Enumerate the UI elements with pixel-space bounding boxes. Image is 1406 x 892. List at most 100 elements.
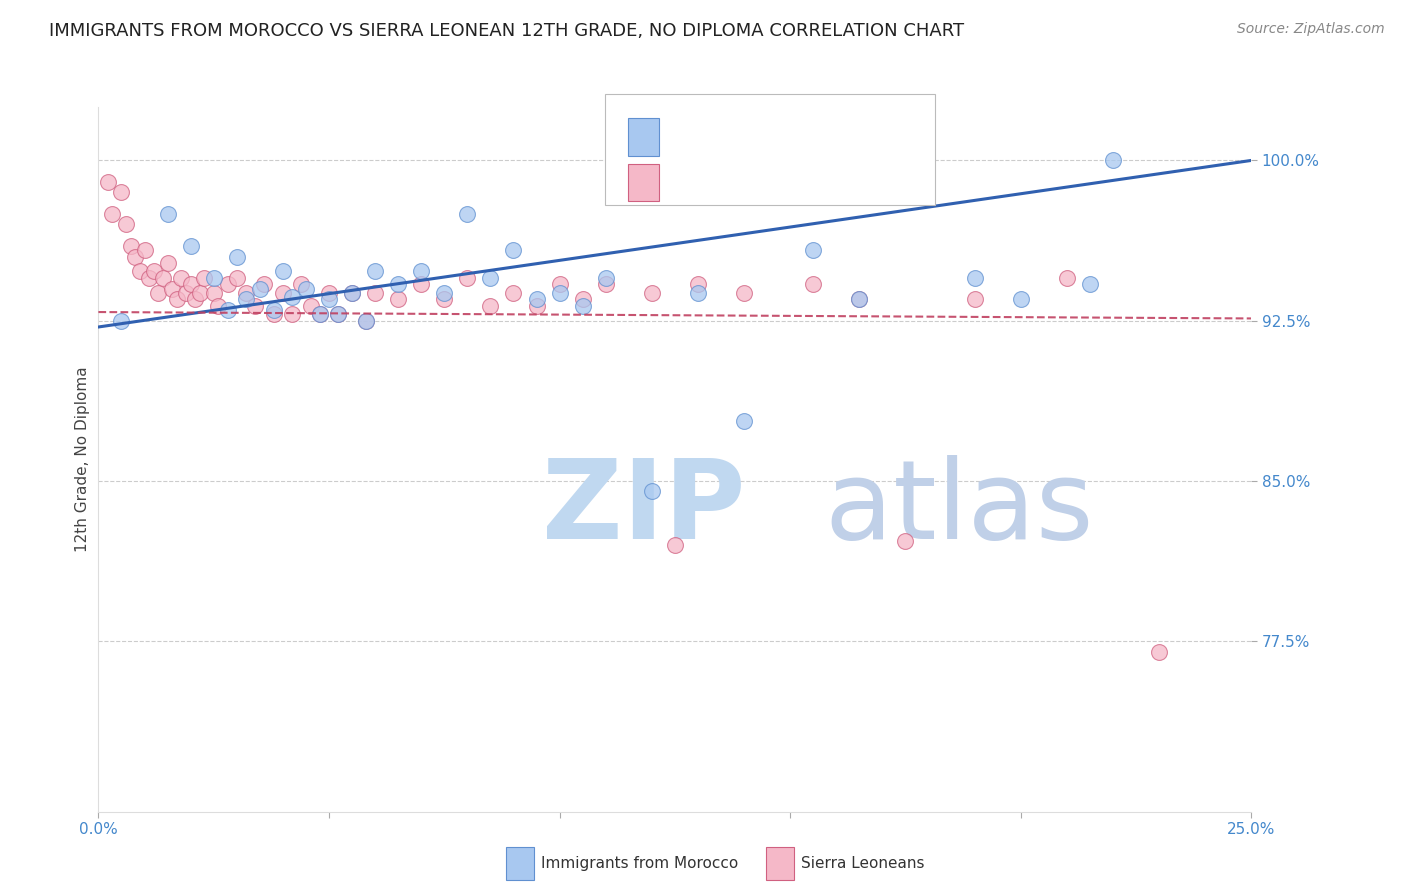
- Point: [1102, 153, 1125, 168]
- Point: [641, 484, 664, 499]
- Point: [848, 292, 870, 306]
- Point: [271, 264, 294, 278]
- Point: [963, 292, 986, 306]
- Text: Sierra Leoneans: Sierra Leoneans: [801, 856, 925, 871]
- Point: [433, 292, 456, 306]
- Point: [174, 285, 197, 300]
- Point: [148, 285, 170, 300]
- Text: R = -0.008   N = 59: R = -0.008 N = 59: [671, 173, 860, 191]
- Point: [235, 292, 257, 306]
- Point: [571, 292, 593, 306]
- Point: [387, 277, 409, 292]
- Point: [664, 538, 686, 552]
- Point: [548, 285, 571, 300]
- Point: [340, 285, 363, 300]
- Text: Source: ZipAtlas.com: Source: ZipAtlas.com: [1237, 22, 1385, 37]
- Point: [170, 271, 193, 285]
- Point: [571, 299, 593, 313]
- Point: [120, 239, 142, 253]
- Point: [299, 299, 322, 313]
- Point: [848, 292, 870, 306]
- Point: [124, 250, 146, 264]
- Point: [502, 285, 524, 300]
- Point: [894, 533, 917, 548]
- Y-axis label: 12th Grade, No Diploma: 12th Grade, No Diploma: [75, 367, 90, 552]
- Text: IMMIGRANTS FROM MOROCCO VS SIERRA LEONEAN 12TH GRADE, NO DIPLOMA CORRELATION CHA: IMMIGRANTS FROM MOROCCO VS SIERRA LEONEA…: [49, 22, 965, 40]
- Point: [479, 299, 502, 313]
- Point: [479, 271, 502, 285]
- Point: [801, 243, 824, 257]
- Point: [340, 285, 363, 300]
- Point: [225, 250, 247, 264]
- Point: [202, 271, 225, 285]
- Point: [142, 264, 165, 278]
- Point: [110, 186, 132, 200]
- Point: [456, 207, 478, 221]
- Point: [152, 271, 174, 285]
- Point: [290, 277, 312, 292]
- Point: [308, 307, 330, 321]
- Point: [156, 256, 179, 270]
- Point: [134, 243, 156, 257]
- Point: [526, 292, 548, 306]
- Point: [364, 264, 387, 278]
- Point: [295, 281, 318, 295]
- Text: R =  0.323   N = 37: R = 0.323 N = 37: [671, 128, 860, 146]
- Point: [253, 277, 276, 292]
- Point: [160, 281, 183, 295]
- Point: [328, 307, 350, 321]
- Point: [193, 271, 215, 285]
- Point: [1147, 644, 1170, 658]
- Point: [235, 285, 257, 300]
- Point: [456, 271, 478, 285]
- Point: [129, 264, 152, 278]
- Point: [138, 271, 160, 285]
- Point: [328, 307, 350, 321]
- Point: [801, 277, 824, 292]
- Point: [354, 313, 377, 327]
- Text: Immigrants from Morocco: Immigrants from Morocco: [541, 856, 738, 871]
- Point: [318, 292, 340, 306]
- Point: [595, 277, 617, 292]
- Point: [686, 277, 709, 292]
- Point: [1010, 292, 1032, 306]
- Point: [217, 277, 239, 292]
- Point: [548, 277, 571, 292]
- Point: [184, 292, 207, 306]
- Point: [263, 302, 285, 317]
- Point: [110, 313, 132, 327]
- Point: [271, 285, 294, 300]
- Point: [115, 218, 138, 232]
- Point: [225, 271, 247, 285]
- Point: [526, 299, 548, 313]
- Text: atlas: atlas: [543, 455, 1094, 562]
- Point: [281, 290, 304, 304]
- Point: [202, 285, 225, 300]
- Point: [1056, 271, 1078, 285]
- Point: [318, 285, 340, 300]
- Point: [733, 285, 755, 300]
- Text: ZIP: ZIP: [543, 455, 745, 562]
- Point: [433, 285, 456, 300]
- Point: [411, 277, 433, 292]
- Point: [595, 271, 617, 285]
- Point: [101, 207, 124, 221]
- Point: [249, 281, 271, 295]
- Point: [180, 239, 202, 253]
- Point: [245, 299, 267, 313]
- Point: [156, 207, 179, 221]
- Point: [411, 264, 433, 278]
- Point: [354, 313, 377, 327]
- Point: [217, 302, 239, 317]
- Point: [387, 292, 409, 306]
- Point: [166, 292, 188, 306]
- Point: [263, 307, 285, 321]
- Point: [188, 285, 211, 300]
- Point: [686, 285, 709, 300]
- Point: [963, 271, 986, 285]
- Point: [733, 414, 755, 428]
- Point: [502, 243, 524, 257]
- Point: [1078, 277, 1101, 292]
- Point: [180, 277, 202, 292]
- Point: [308, 307, 330, 321]
